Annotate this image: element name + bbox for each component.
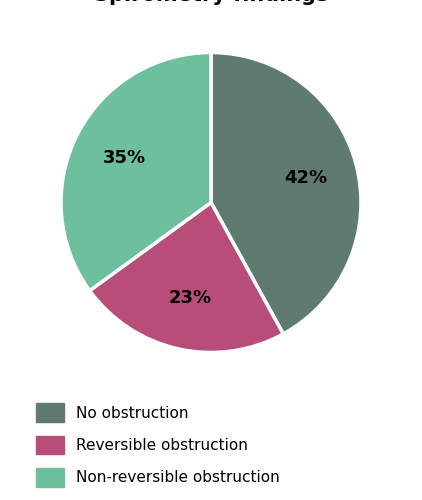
Title: Spirometry findings: Spirometry findings [94,0,328,5]
Text: 42%: 42% [284,170,327,188]
Wedge shape [89,202,283,352]
Text: 35%: 35% [103,149,146,167]
Legend: No obstruction, Reversible obstruction, Non-reversible obstruction: No obstruction, Reversible obstruction, … [29,396,287,494]
Wedge shape [61,52,211,290]
Wedge shape [211,52,361,334]
Text: 23%: 23% [168,288,211,306]
